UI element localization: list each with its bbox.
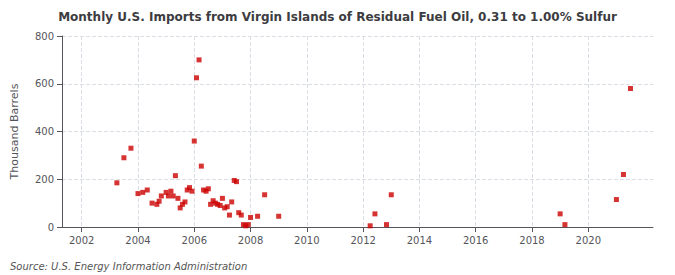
svg-text:Thousand Barrels: Thousand Barrels <box>8 83 21 180</box>
svg-text:2004: 2004 <box>125 235 150 246</box>
svg-text:600: 600 <box>35 78 54 89</box>
svg-text:0: 0 <box>48 222 54 233</box>
svg-text:2002: 2002 <box>69 235 94 246</box>
svg-text:Monthly U.S. Imports from Virg: Monthly U.S. Imports from Virgin Islands… <box>58 10 617 24</box>
svg-text:2010: 2010 <box>294 235 319 246</box>
svg-text:2008: 2008 <box>238 235 263 246</box>
svg-text:400: 400 <box>35 126 54 137</box>
svg-text:Source: U.S. Energy Informatio: Source: U.S. Energy Information Administ… <box>10 261 247 272</box>
svg-text:2012: 2012 <box>350 235 375 246</box>
svg-text:200: 200 <box>35 174 54 185</box>
svg-text:2018: 2018 <box>519 235 544 246</box>
svg-text:800: 800 <box>35 31 54 42</box>
svg-text:2006: 2006 <box>182 235 207 246</box>
svg-text:2020: 2020 <box>576 235 601 246</box>
svg-text:2014: 2014 <box>407 235 432 246</box>
svg-text:2016: 2016 <box>463 235 488 246</box>
